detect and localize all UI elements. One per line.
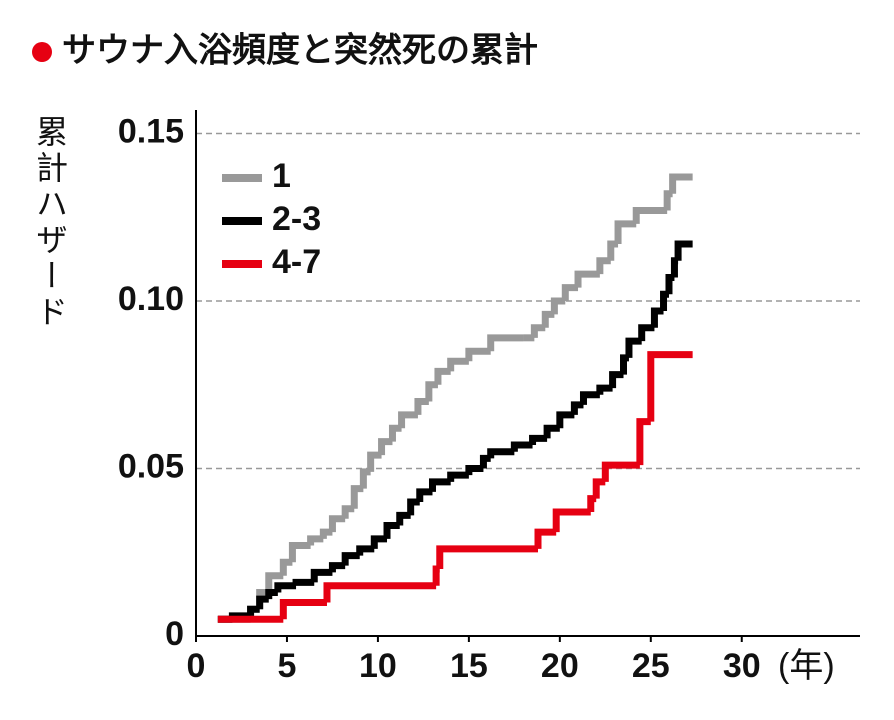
step-segment xyxy=(447,471,469,482)
step-segment xyxy=(274,582,297,593)
step-segment xyxy=(396,511,411,526)
step-segment xyxy=(370,535,388,549)
y-tick-label: 0.10 xyxy=(118,280,184,318)
step-segment xyxy=(579,391,600,405)
step-segment xyxy=(660,290,669,312)
step-segment xyxy=(487,448,515,459)
step-segment xyxy=(434,367,451,385)
step-segment xyxy=(596,257,611,275)
step-segment xyxy=(556,411,575,429)
step-segment xyxy=(247,605,260,616)
step-segment xyxy=(665,274,675,295)
y-axis-label: 累計ハザード xyxy=(31,115,69,331)
step-segment xyxy=(328,515,346,533)
step-segment xyxy=(367,451,382,472)
title-bullet xyxy=(32,42,52,62)
x-tick-label: 15 xyxy=(450,647,488,685)
step-segment xyxy=(414,397,429,415)
step-segment xyxy=(596,384,613,395)
x-tick-label: 25 xyxy=(632,647,670,685)
step-segment xyxy=(378,438,393,456)
step-segment xyxy=(607,240,619,261)
x-tick-label: 0 xyxy=(187,647,206,685)
x-tick-label: 5 xyxy=(277,647,296,685)
step-segment xyxy=(609,371,624,389)
y-tick-label: 0 xyxy=(165,615,184,653)
step-segment xyxy=(292,578,315,586)
legend-label: 2-3 xyxy=(272,200,321,238)
step-segment xyxy=(407,498,420,516)
step-segment xyxy=(670,257,679,278)
step-segment xyxy=(625,337,642,358)
step-segment xyxy=(592,478,606,499)
step-segment xyxy=(432,565,440,586)
chart-title: サウナ入浴頻度と突然死の累計 xyxy=(62,31,538,71)
step-segment xyxy=(388,424,402,442)
step-segment xyxy=(465,464,484,476)
legend-label: 4-7 xyxy=(272,243,321,281)
step-segment xyxy=(328,562,346,573)
step-segment xyxy=(323,582,437,603)
step-segment xyxy=(534,528,557,549)
step-segment xyxy=(636,418,651,466)
step-segment xyxy=(279,598,327,620)
step-segment xyxy=(288,542,311,563)
step-segment xyxy=(650,307,664,328)
step-segment xyxy=(674,240,693,261)
legend-label: 1 xyxy=(272,157,291,195)
step-segment xyxy=(574,270,600,288)
step-segment xyxy=(319,528,333,539)
step-segment xyxy=(570,401,584,415)
step-segment xyxy=(543,424,560,439)
step-segment xyxy=(416,488,433,502)
step-segment xyxy=(479,454,491,469)
x-tick-label: 20 xyxy=(541,647,579,685)
step-segment xyxy=(529,434,548,446)
y-tick-label: 0.05 xyxy=(118,447,184,485)
step-segment xyxy=(356,545,375,556)
step-segment xyxy=(530,324,546,338)
step-segment xyxy=(632,207,668,224)
step-segment xyxy=(341,552,360,566)
step-segment xyxy=(398,411,418,429)
x-axis-label: (年) xyxy=(778,647,835,685)
step-segment xyxy=(669,173,693,194)
step-segment xyxy=(663,190,673,211)
step-segment xyxy=(550,297,566,315)
step-segment xyxy=(383,521,400,539)
step-segment xyxy=(614,220,637,245)
step-segment xyxy=(436,545,539,569)
x-tick-label: 10 xyxy=(359,647,397,685)
step-segment xyxy=(510,441,533,452)
step-segment xyxy=(341,505,355,519)
step-segment xyxy=(487,334,524,352)
step-segment xyxy=(265,588,278,600)
step-segment xyxy=(552,508,591,533)
step-segment xyxy=(620,354,629,375)
step-segment xyxy=(307,535,324,546)
step-segment xyxy=(265,572,284,593)
step-segment xyxy=(638,324,655,342)
step-segment xyxy=(447,357,469,372)
step-segment xyxy=(587,495,597,513)
step-segment xyxy=(350,485,364,509)
step-segment xyxy=(541,310,555,328)
y-tick-label: 0.15 xyxy=(118,112,184,150)
step-segment xyxy=(561,284,579,301)
step-segment xyxy=(465,347,491,362)
step-segment xyxy=(647,351,693,422)
step-segment xyxy=(279,558,293,576)
step-segment xyxy=(425,381,438,402)
x-tick-label: 30 xyxy=(723,647,761,685)
step-segment xyxy=(359,468,371,489)
step-segment xyxy=(428,478,451,492)
step-segment xyxy=(256,595,269,610)
step-segment xyxy=(310,568,333,583)
step-segment xyxy=(601,461,640,482)
